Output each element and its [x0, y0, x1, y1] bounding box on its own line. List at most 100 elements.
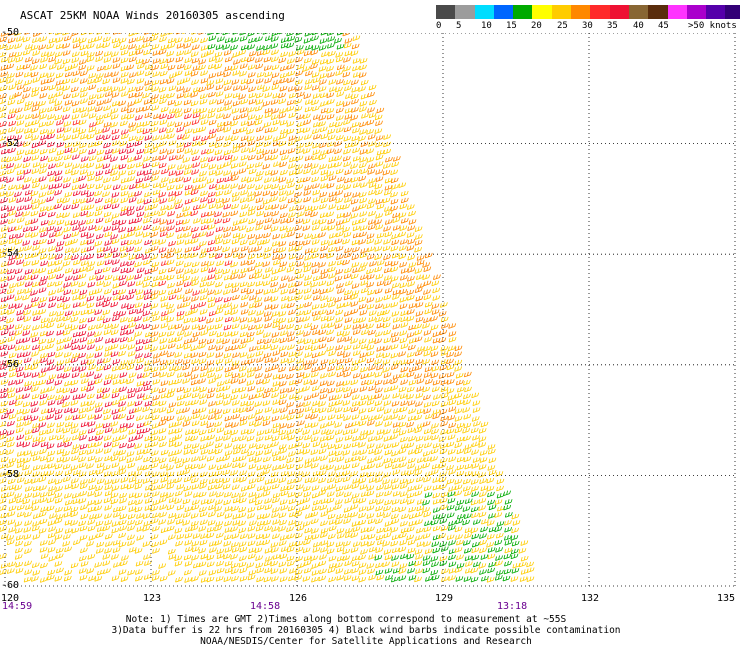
wind-barb	[271, 241, 280, 247]
wind-barb	[271, 311, 280, 317]
wind-barb	[368, 211, 376, 217]
wind-barb	[303, 309, 312, 316]
wind-barb	[198, 358, 207, 365]
wind-barb	[247, 428, 255, 435]
wind-barb	[71, 455, 79, 462]
wind-barb	[248, 498, 257, 504]
wind-barb	[390, 276, 399, 282]
wind-barb	[6, 78, 14, 84]
wind-barb	[135, 353, 143, 359]
wind-barb	[303, 93, 312, 99]
wind-barb	[406, 526, 415, 533]
wind-barb	[161, 177, 169, 183]
wind-barb	[247, 140, 256, 147]
wind-barb	[0, 233, 7, 239]
wind-barb	[287, 86, 296, 92]
wind-barb	[318, 336, 327, 343]
wind-barb	[423, 372, 432, 378]
wind-barb	[192, 128, 201, 134]
wind-barb	[160, 323, 169, 329]
wind-barb	[311, 392, 320, 398]
wind-barb	[215, 268, 223, 275]
wind-barb	[214, 245, 223, 252]
wind-barb	[367, 463, 376, 470]
wind-barb	[126, 206, 135, 212]
wind-barb	[504, 520, 512, 526]
wind-barb	[246, 353, 255, 359]
wind-barb	[15, 79, 23, 86]
wind-barb	[335, 365, 344, 371]
wind-barb	[62, 43, 71, 49]
wind-barb	[262, 456, 271, 463]
wind-barb	[497, 506, 505, 512]
wind-barb	[144, 344, 153, 350]
wind-barb	[144, 212, 152, 218]
wind-barb	[241, 147, 249, 153]
wind-barb	[526, 567, 535, 573]
wind-barb	[504, 499, 513, 505]
wind-barb	[270, 154, 279, 161]
wind-barb	[366, 268, 374, 275]
wind-barb	[415, 535, 423, 541]
wind-barb	[95, 407, 103, 413]
wind-barb	[359, 252, 368, 259]
wind-barb	[256, 485, 265, 492]
wind-barb	[94, 505, 103, 512]
wind-barb	[328, 233, 337, 239]
wind-barb	[214, 289, 223, 296]
wind-barb	[335, 52, 344, 58]
wind-barb	[224, 513, 233, 519]
wind-barb	[208, 344, 216, 351]
wind-barb	[63, 512, 72, 518]
wind-barb	[288, 261, 297, 268]
wind-barb	[256, 514, 265, 520]
wind-barb	[374, 246, 383, 252]
wind-barb	[320, 240, 329, 246]
wind-barb	[342, 429, 351, 436]
wind-barb	[310, 211, 318, 218]
wind-barb	[335, 70, 344, 76]
wind-barb	[310, 528, 319, 534]
wind-barb	[231, 364, 240, 370]
wind-barb	[14, 295, 23, 302]
wind-barb	[478, 436, 487, 443]
wind-barb	[143, 521, 152, 527]
legend-swatch	[590, 5, 610, 19]
wind-barb	[176, 253, 185, 260]
wind-barb	[440, 421, 448, 427]
wind-barb	[311, 225, 320, 231]
wind-barb	[31, 525, 40, 532]
wind-barb	[336, 456, 345, 462]
wind-barb	[256, 171, 264, 177]
wind-barb	[134, 569, 143, 575]
wind-barb	[286, 190, 295, 196]
wind-barb	[208, 267, 217, 273]
wind-barb	[79, 435, 87, 441]
wind-barb	[375, 120, 383, 127]
wind-barb	[231, 203, 239, 210]
wind-barb	[407, 267, 416, 273]
wind-barb	[264, 428, 273, 435]
wind-barb	[176, 310, 185, 317]
wind-barb	[264, 304, 273, 310]
wind-barb	[183, 99, 192, 106]
time-label: 14:59	[2, 601, 33, 612]
wind-barb	[72, 498, 81, 505]
wind-barb	[480, 554, 489, 560]
wind-barb	[352, 247, 360, 253]
wind-barb	[182, 378, 191, 384]
wind-barb	[342, 218, 351, 224]
wind-barb	[208, 164, 217, 170]
wind-barb	[104, 217, 113, 224]
wind-barb	[304, 255, 312, 261]
wind-barb	[358, 217, 367, 224]
wind-barb	[375, 331, 383, 338]
wind-barb	[366, 490, 375, 497]
wind-barb	[118, 413, 126, 420]
wind-barb	[305, 70, 313, 77]
wind-barb	[182, 469, 191, 475]
wind-barb	[32, 455, 41, 462]
wind-barb	[47, 351, 56, 358]
wind-barb	[398, 212, 407, 218]
wind-barb	[240, 324, 249, 330]
